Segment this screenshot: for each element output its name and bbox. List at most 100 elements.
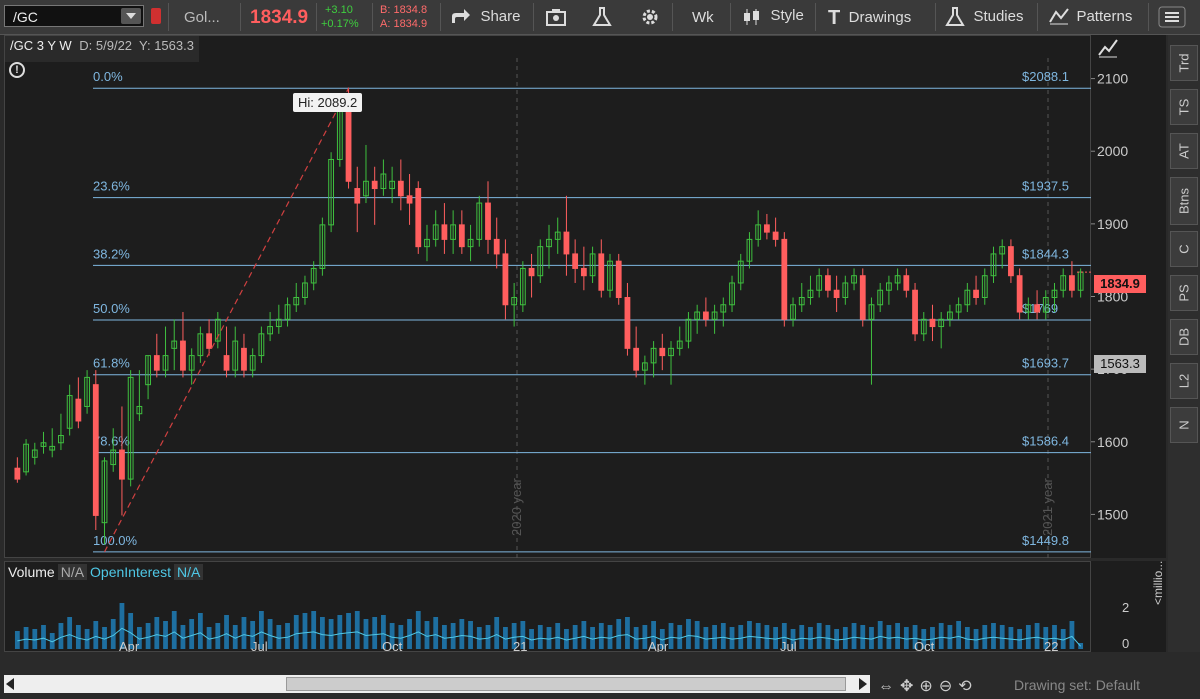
move-icon[interactable]: ✥	[900, 678, 920, 695]
volume-bar	[555, 623, 561, 649]
candle-body	[772, 231, 779, 240]
volume-bar	[1043, 627, 1049, 649]
candle-body	[171, 340, 178, 349]
candle-body	[851, 275, 857, 284]
symbol-text: /GC	[13, 9, 38, 25]
drawings-button[interactable]: T Drawings	[828, 7, 911, 30]
link-icon[interactable]	[151, 8, 161, 24]
volume-bar	[834, 629, 840, 649]
volume-bar	[590, 627, 595, 649]
tab-n[interactable]: N	[1170, 407, 1198, 443]
candle-body	[528, 267, 535, 277]
candle-body	[84, 376, 90, 407]
volume-bar	[642, 625, 648, 649]
volume-bar	[285, 623, 290, 649]
volume-bar	[520, 621, 526, 649]
zoom-in-icon[interactable]: ⊕	[919, 678, 939, 695]
more-button[interactable]	[1158, 6, 1186, 33]
volume-bar	[799, 625, 805, 649]
studies-button[interactable]: Studies	[945, 6, 1024, 33]
symbol-input[interactable]: /GC	[4, 5, 144, 27]
pan-icon[interactable]: ⇔	[878, 678, 900, 695]
period-selector[interactable]: Wk	[692, 9, 714, 26]
tab-at[interactable]: AT	[1170, 133, 1198, 169]
scroll-right-icon[interactable]	[859, 678, 867, 690]
candle-body	[188, 355, 195, 371]
symbol-dropdown-icon[interactable]	[121, 8, 141, 24]
candle-body	[249, 355, 256, 371]
expand-icon[interactable]	[1097, 37, 1119, 59]
volume-bar	[930, 627, 935, 649]
volume-bar	[964, 627, 970, 649]
candle-body	[1051, 289, 1058, 299]
candle-body	[615, 260, 622, 298]
info-icon[interactable]: !	[9, 62, 25, 78]
style-button[interactable]: Style	[742, 7, 804, 32]
ask-price: A: 1834.9	[380, 18, 428, 30]
candles-icon	[744, 9, 759, 25]
flask-button[interactable]	[592, 6, 612, 33]
candle-body	[859, 275, 866, 320]
tab-c[interactable]: C	[1170, 231, 1198, 267]
candle-body	[537, 246, 544, 277]
volume-bar	[468, 621, 473, 649]
x-tick-label: Jul	[251, 639, 268, 653]
horizontal-scrollbar[interactable]	[4, 675, 870, 693]
candle-body	[441, 224, 448, 240]
volume-bar	[703, 627, 709, 649]
price-chart[interactable]: 2020 year 2021 year 0.0% $2088.1 23.6% $1937.…	[4, 35, 1092, 559]
candle-body	[781, 238, 788, 320]
tab-db[interactable]: DB	[1170, 319, 1198, 355]
candle-body	[676, 340, 683, 349]
volume-bar	[250, 621, 256, 649]
x-tick-label: 22	[1044, 639, 1058, 653]
reset-zoom-icon[interactable]: ⟲	[958, 678, 978, 695]
candle-body	[354, 188, 361, 204]
candle-body	[607, 260, 613, 291]
tab-btns[interactable]: Btns	[1170, 177, 1198, 225]
candle-body	[798, 297, 805, 306]
volume-bar	[293, 615, 299, 649]
screenshot-button[interactable]	[545, 7, 567, 32]
candle-body	[903, 275, 910, 291]
open-interest-value: N/A	[173, 564, 204, 580]
tab-trd[interactable]: Trd	[1170, 45, 1198, 81]
volume-axis: 2 0 <millio...	[1091, 561, 1166, 652]
candle-body	[406, 195, 413, 204]
volume-bar	[58, 623, 64, 649]
volume-bar	[747, 621, 752, 649]
tab-l2[interactable]: L2	[1170, 363, 1198, 399]
tab-ts[interactable]: TS	[1170, 89, 1198, 125]
zoom-out-icon[interactable]: ⊖	[938, 678, 959, 695]
volume-bar	[241, 617, 247, 649]
volume-bar	[363, 619, 369, 649]
volume-bar	[84, 629, 90, 649]
scroll-left-icon[interactable]	[6, 678, 14, 690]
volume-bar	[302, 613, 308, 649]
volume-bar	[1069, 621, 1075, 649]
patterns-button[interactable]: Patterns	[1048, 6, 1132, 31]
open-interest-line	[17, 627, 1082, 647]
drawing-set-label[interactable]: Drawing set: Default	[1014, 677, 1141, 693]
y-tick-label: 1500	[1097, 506, 1128, 522]
share-button[interactable]: Share	[450, 7, 520, 27]
fib-percent-label: 50.0%	[93, 301, 130, 316]
settings-button[interactable]	[640, 7, 660, 32]
volume-bar	[1008, 627, 1014, 649]
volume-bar	[781, 623, 787, 649]
volume-bar	[572, 625, 578, 649]
tab-ps[interactable]: PS	[1170, 275, 1198, 311]
volume-bar	[67, 617, 73, 649]
fib-percent-label: 78.6%	[93, 434, 130, 449]
candle-body	[40, 442, 47, 447]
volume-bar	[903, 627, 909, 649]
volume-panel[interactable]: Apr Jul Oct 21 Apr Jul Oct 22 Volume N/A OpenInte…	[4, 561, 1091, 653]
candle-body	[328, 158, 335, 226]
candle-body	[1008, 246, 1014, 277]
zoom-controls[interactable]: ⇔✥⊕⊖⟲	[878, 676, 998, 695]
scroll-thumb[interactable]	[286, 677, 846, 691]
candle-body	[519, 267, 526, 306]
fib-price-label: $1769	[1022, 301, 1058, 316]
price-axis[interactable]: 2100200019001800170016001500 1834.9 1563…	[1091, 35, 1166, 558]
price-plot[interactable]: 2020 year 2021 year 0.0% $2088.1 23.6% $1937.…	[5, 36, 1092, 559]
